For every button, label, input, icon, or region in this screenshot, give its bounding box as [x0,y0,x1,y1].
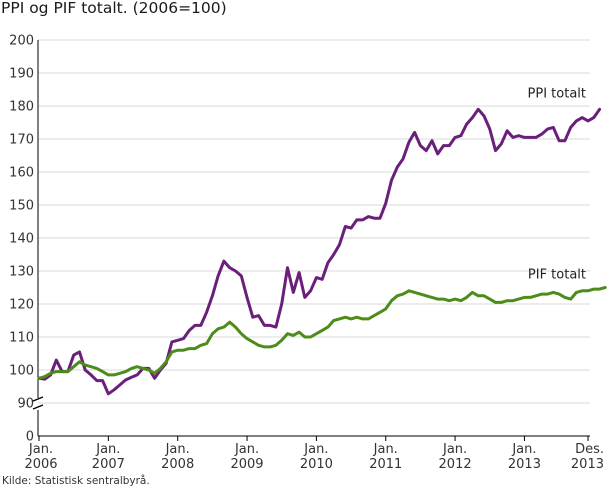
y-tick-label: 160 [9,166,34,181]
y-axis-ticks: 0 90 100 110 120 130 140 150 160 170 180 190 200 [9,34,34,445]
y-tick-label: 150 [9,199,34,214]
x-tick-label: 2006 [24,457,57,472]
y-tick-label: 90 [17,397,34,412]
x-tick-label: Jan. [95,442,120,457]
source-note: Kilde: Statistisk sentralbyrå. [2,474,150,487]
series-labels: PPI totalt PIF totalt [528,86,586,282]
x-tick-label: 2011 [369,457,402,472]
x-tick-label: 2009 [230,457,263,472]
x-tick-label: 2008 [161,457,194,472]
pif-series-line [37,286,607,380]
x-tick-label: Jan. [165,442,190,457]
y-tick-label: 120 [9,298,34,313]
x-tick-label: Des. [575,442,604,457]
y-tick-label: 110 [9,331,34,346]
x-tick-label: 2007 [92,457,125,472]
y-tick-label: 140 [9,232,34,247]
y-tick-label: 190 [9,67,34,82]
x-axis-ticks: Jan.2006Jan.2007Jan.2008Jan.2009Jan.2010… [24,436,604,472]
axis-break-mark [32,396,44,410]
x-tick-label: Jan. [511,442,536,457]
x-tick-label: Jan. [373,442,398,457]
y-tick-label: 130 [9,265,34,280]
x-tick-label: Jan. [234,442,259,457]
x-tick-label: Jan. [442,442,467,457]
x-tick-label: 2012 [439,457,472,472]
grid-lines [38,39,590,404]
x-tick-label: Jan. [28,442,53,457]
x-tick-label: 2010 [300,457,333,472]
ppi-series-line [37,107,602,396]
y-tick-label: 170 [9,133,34,148]
series-label: PPI totalt [528,86,586,101]
chart-title: PPI og PIF totalt. (2006=100) [1,0,227,17]
y-tick-label: 180 [9,100,34,115]
x-tick-label: 2013 [508,457,541,472]
y-tick-label: 0 [26,430,34,445]
axes [32,40,590,437]
series-label: PIF totalt [528,268,586,283]
series-lines [37,107,607,396]
x-tick-label: 2013 [571,457,604,472]
y-tick-label: 100 [9,364,34,379]
x-tick-label: Jan. [303,442,328,457]
y-tick-label: 200 [9,34,34,49]
